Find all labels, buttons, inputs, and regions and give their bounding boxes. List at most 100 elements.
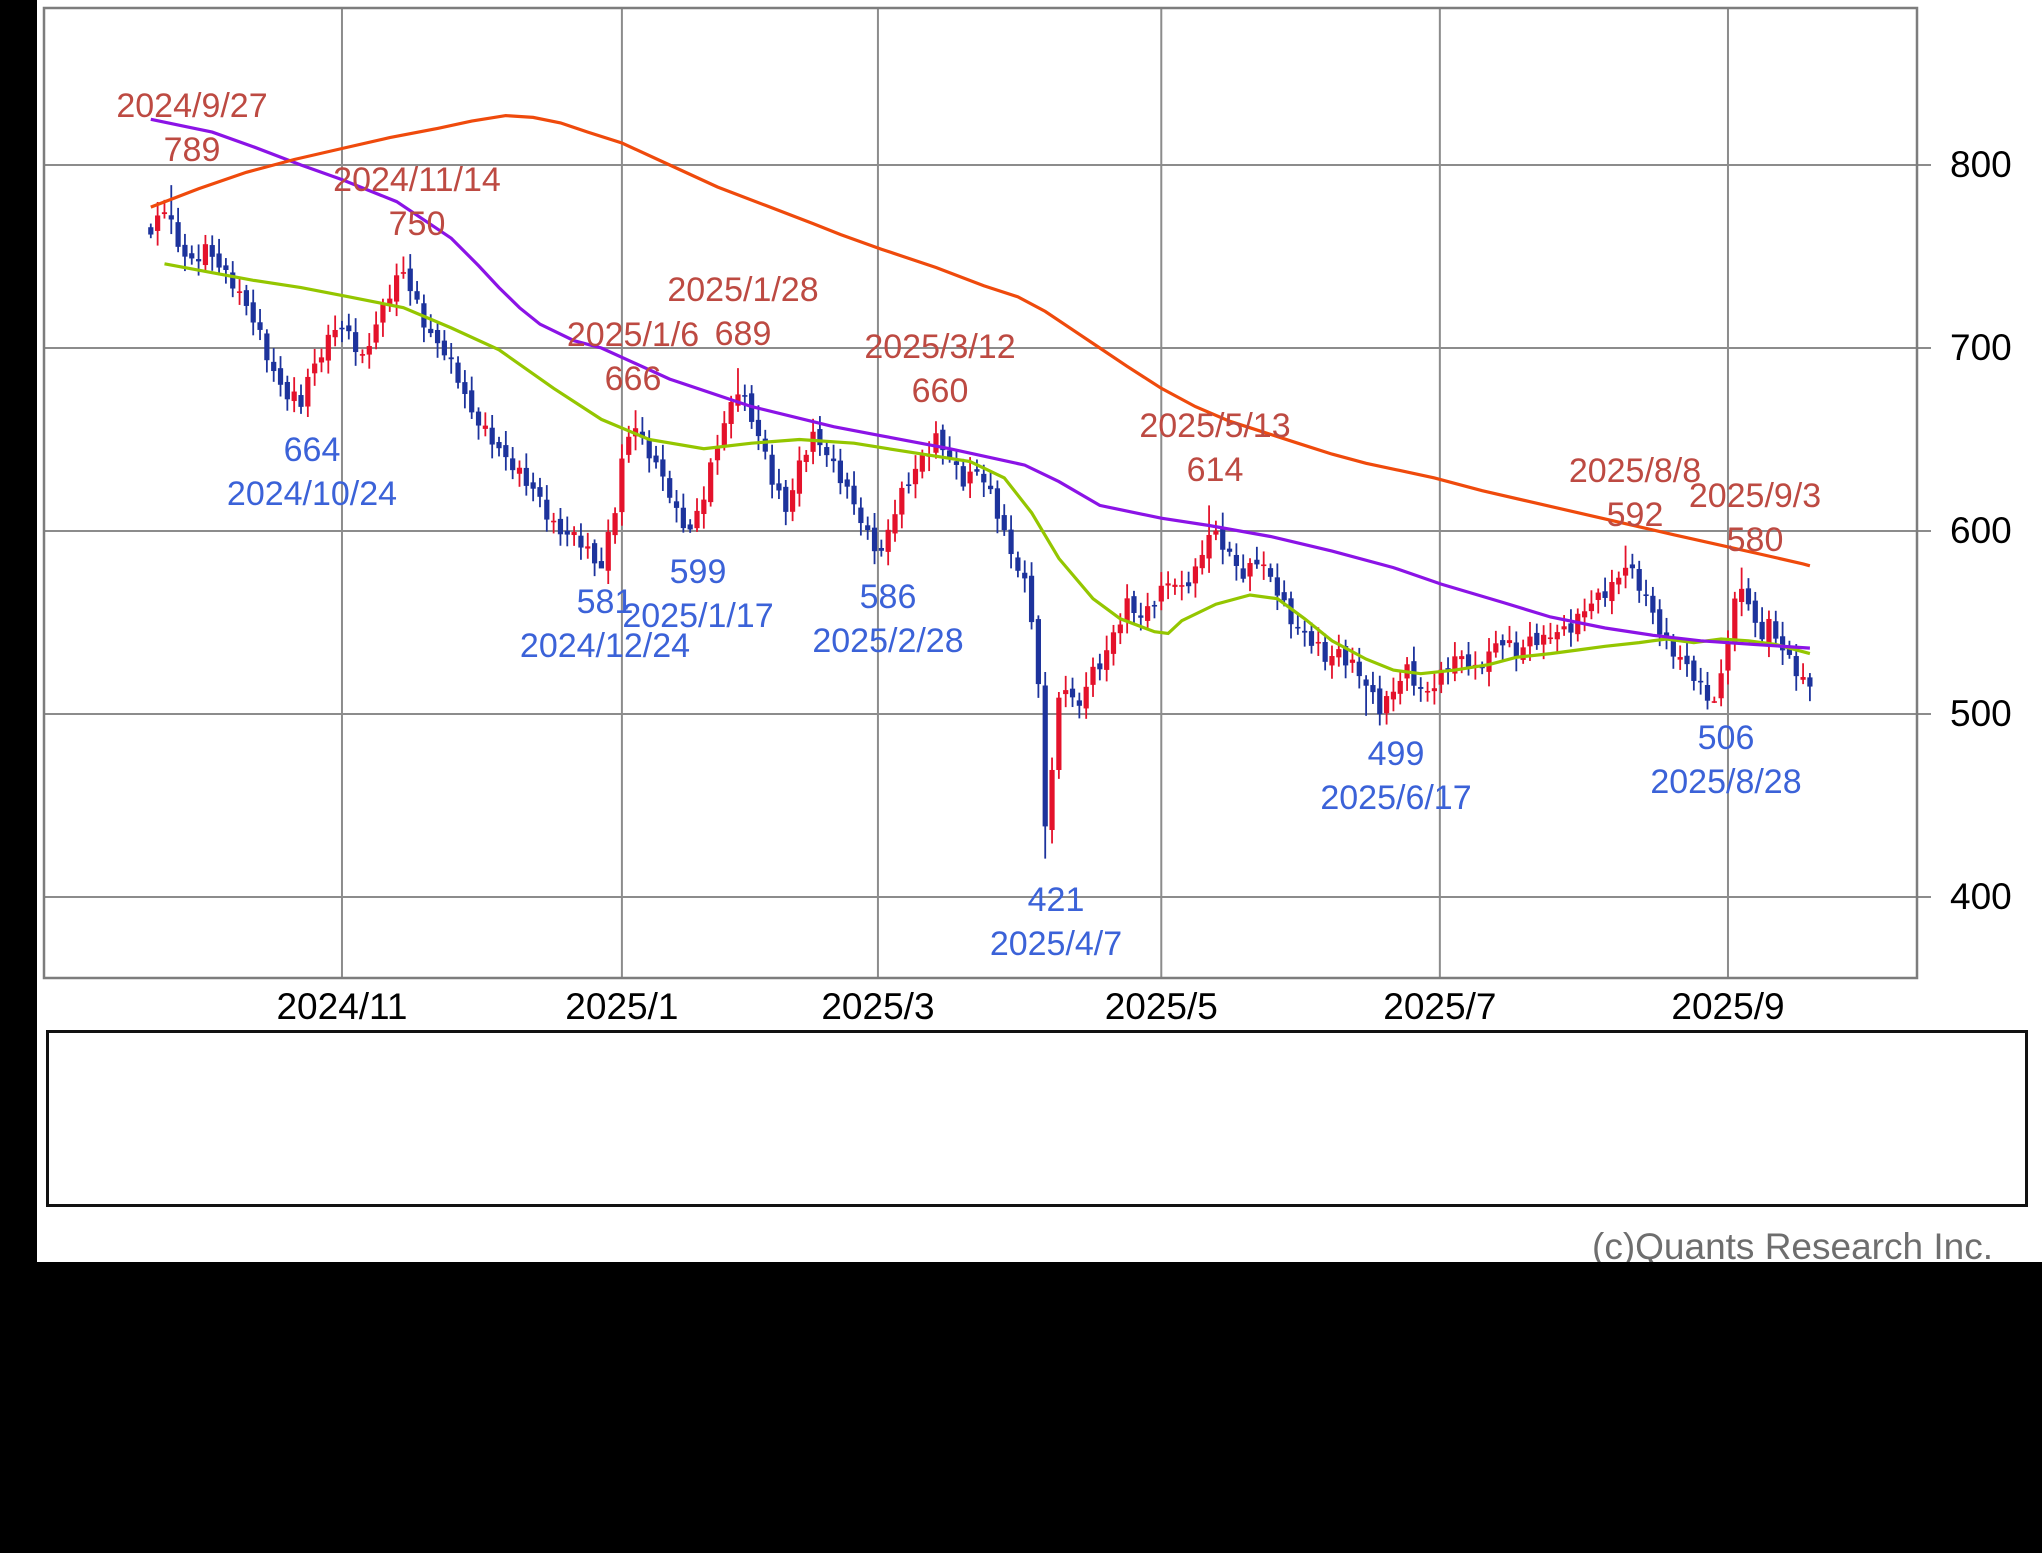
candle-body (155, 215, 161, 231)
ma200-line (150, 113, 1811, 568)
candle-body (714, 448, 721, 461)
candle-body (414, 291, 420, 300)
candle-body (366, 346, 372, 355)
candle-body (202, 244, 209, 266)
candle-body (755, 419, 762, 437)
candle-body (1752, 600, 1758, 623)
candle-body (871, 527, 878, 552)
candle-body (216, 253, 222, 268)
candle-body (994, 488, 1001, 519)
candle-body (557, 518, 564, 535)
peak-annotation: 2025/5/13 614 (1005, 404, 1425, 492)
candle-body (284, 381, 290, 400)
candle-body (551, 520, 557, 523)
ma75-line (150, 117, 1811, 650)
candle-body (1807, 677, 1813, 687)
candle-body (646, 439, 652, 459)
candle-body (1588, 603, 1595, 612)
candle-body (1561, 626, 1567, 630)
candle-body (516, 467, 523, 474)
candle-body (1684, 655, 1690, 665)
candle-body (912, 468, 919, 485)
candle-body (1233, 554, 1239, 566)
candle-body (462, 382, 468, 395)
candle-body (1513, 642, 1519, 657)
x-axis-tick-label: 2025/9 (1671, 986, 1785, 1027)
candle-body (1493, 643, 1499, 653)
annotation-date: 2025/4/7 (989, 925, 1123, 963)
annotation-price: 586 (859, 578, 917, 616)
candle-body (1431, 688, 1437, 692)
annotation-price: 506 (1697, 719, 1755, 757)
candle-body (1363, 679, 1369, 686)
candle-body (1158, 585, 1164, 602)
candle-body (1356, 661, 1362, 677)
candle-body (380, 303, 386, 323)
candle-body (1042, 685, 1048, 827)
candle-body (1315, 641, 1321, 644)
y-axis-tick-label: 600 (1950, 510, 2012, 551)
trough-annotation: 581 2024/12/24 (395, 580, 815, 668)
candle-body (1602, 591, 1608, 598)
candle-body (1377, 688, 1383, 715)
candle-body (1254, 559, 1260, 565)
candle-body (776, 483, 782, 491)
candle-body (1732, 598, 1738, 645)
candle-body (1015, 557, 1021, 571)
candle-body (175, 222, 181, 247)
candle-body (1083, 686, 1089, 709)
candle-body (455, 362, 461, 383)
candle-body (312, 363, 318, 374)
candle-body (1370, 685, 1376, 693)
candle-body (1281, 592, 1287, 601)
candle-body (1302, 630, 1308, 633)
candle-body (591, 543, 598, 564)
candle-body (1547, 637, 1554, 640)
annotation-date: 2025/1/17 (622, 597, 774, 635)
annotation-date: 2024/9/27 (116, 87, 268, 125)
peak-annotation: 2025/1/28 689 (533, 268, 953, 356)
candle-body (339, 327, 345, 330)
candle-body (1568, 623, 1574, 633)
candle-body (783, 486, 789, 512)
candle-body (639, 431, 645, 438)
candle-body (851, 485, 857, 505)
candle-body (667, 478, 673, 498)
candle-body (182, 244, 188, 257)
candle-body (1766, 618, 1772, 643)
candle-body (906, 484, 912, 487)
candle-body (1213, 530, 1219, 535)
annotation-price: 599 (669, 553, 727, 591)
candle-body (277, 368, 284, 385)
candle-body (448, 357, 454, 360)
annotation-date: 2025/1/28 (667, 271, 819, 309)
trough-annotation: 664 2024/10/24 (102, 428, 522, 516)
candle-body (1295, 626, 1301, 629)
candle-body (523, 467, 529, 486)
candle-body (1274, 577, 1280, 596)
trough-annotation: 421 2025/4/7 (846, 878, 1266, 966)
candle-body (1349, 659, 1356, 663)
annotation-date: 2024/10/24 (226, 475, 398, 513)
annotation-date: 2024/12/24 (519, 627, 691, 665)
candle-body (1418, 686, 1424, 689)
annotation-date: 2025/8/8 (1568, 452, 1702, 490)
candle-body (1008, 529, 1014, 555)
candle-body (346, 325, 352, 332)
candle-body (803, 454, 809, 462)
candle-body (605, 531, 611, 571)
candle-body (1390, 691, 1397, 700)
plot-background (44, 8, 1917, 978)
candle-body (496, 442, 502, 449)
candle-body (571, 532, 577, 536)
candle-body (1711, 701, 1717, 703)
candle-body (195, 259, 202, 262)
candle-body (148, 227, 154, 235)
candle-body (598, 561, 605, 569)
candle-body (1779, 636, 1786, 651)
candle-body (919, 453, 925, 472)
candle-body (680, 507, 686, 529)
candle-body (230, 272, 236, 289)
x-axis-tick-label: 2024/11 (276, 986, 408, 1027)
